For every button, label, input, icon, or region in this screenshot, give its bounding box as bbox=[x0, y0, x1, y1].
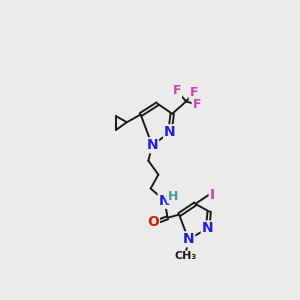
Text: I: I bbox=[210, 188, 215, 202]
Text: N: N bbox=[183, 232, 194, 246]
Text: N: N bbox=[202, 221, 214, 236]
Text: F: F bbox=[193, 98, 201, 111]
Text: N: N bbox=[146, 138, 158, 152]
Text: F: F bbox=[190, 86, 198, 99]
Text: N: N bbox=[164, 125, 176, 139]
Text: O: O bbox=[147, 215, 159, 229]
Text: F: F bbox=[172, 84, 181, 97]
Text: CH₃: CH₃ bbox=[175, 251, 197, 261]
Text: H: H bbox=[168, 190, 178, 203]
Text: N: N bbox=[159, 194, 170, 208]
